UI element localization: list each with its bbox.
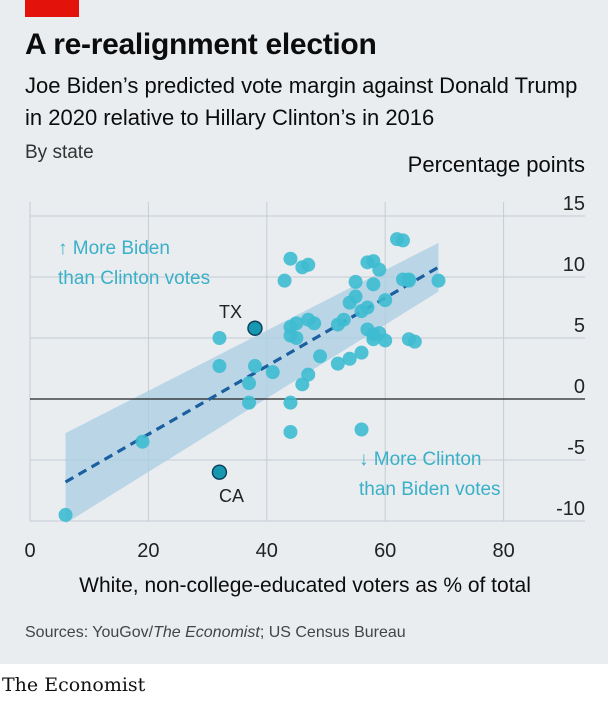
state-point [395, 233, 410, 248]
annotation-more-biden-2: than Clinton votes [58, 268, 210, 289]
state-point [366, 254, 381, 269]
state-point [307, 316, 322, 331]
x-tick-label: 20 [137, 540, 159, 562]
state-point [342, 351, 357, 366]
source-prefix: Sources: YouGov/ [25, 624, 154, 641]
x-tick-label: 60 [374, 540, 396, 562]
state-point [212, 331, 227, 345]
y-tick-label: 5 [574, 315, 585, 337]
state-point [283, 395, 298, 410]
brand-red-tag [25, 0, 79, 17]
y-tick-label: -10 [556, 498, 585, 520]
state-point [330, 356, 345, 371]
state-point [58, 507, 73, 522]
y-tick-label: 10 [563, 254, 585, 276]
source-note: Sources: YouGov/The Economist; US Census… [25, 624, 406, 642]
state-point [283, 251, 298, 266]
state-point [348, 274, 363, 289]
x-tick-label: 0 [24, 540, 35, 562]
annotation-more-clinton: ↓ More Clinton [359, 449, 482, 470]
state-point [242, 376, 257, 391]
y-axis-unit-label: Percentage points [407, 152, 585, 177]
labeled-state-point [247, 320, 263, 336]
y-tick-label: 0 [574, 376, 585, 398]
state-point [265, 365, 280, 380]
state-point [348, 289, 363, 304]
y-tick-label: -5 [567, 437, 585, 459]
annotation-more-biden: ↑ More Biden [58, 238, 170, 259]
source-suffix: ; US Census Bureau [259, 624, 406, 641]
state-point [242, 395, 257, 410]
state-point [360, 300, 375, 315]
state-point [378, 293, 393, 308]
state-point [401, 272, 416, 287]
state-point [378, 333, 393, 348]
annotation-more-clinton-2: than Biden votes [359, 479, 501, 500]
scatter-chart: 15 10 5 0 -5 -10 0 20 40 60 80 ↑ More Biden than Cli… [24, 193, 585, 562]
label-tx: TX [219, 302, 242, 322]
state-point [354, 345, 369, 360]
state-point [366, 332, 381, 347]
state-point [354, 422, 369, 437]
chart-subtitle: Joe Biden’s predicted vote margin agains… [25, 73, 578, 130]
trend-line [64, 265, 440, 484]
state-point [301, 257, 316, 272]
x-tick-label: 80 [492, 540, 514, 562]
state-point [295, 377, 310, 392]
labeled-state-point [211, 464, 228, 480]
y-tick-label: 15 [563, 193, 585, 215]
state-point [366, 277, 381, 292]
state-point [289, 316, 304, 331]
state-point [407, 334, 422, 349]
label-ca: CA [219, 486, 244, 506]
state-point [313, 349, 328, 364]
brand-logo-text: The Economist [2, 674, 146, 696]
state-point [283, 424, 298, 439]
state-point [277, 273, 292, 288]
chart-title: A re-realignment election [25, 28, 377, 61]
state-point [289, 331, 304, 345]
x-tick-label: 40 [256, 540, 278, 562]
x-axis-label: White, non-college-educated voters as % … [79, 574, 531, 597]
by-state-label: By state [25, 142, 94, 163]
state-point [247, 359, 262, 374]
state-point [431, 273, 446, 288]
state-point [212, 359, 227, 374]
state-point [336, 312, 351, 327]
state-point [135, 434, 150, 449]
source-italic: The Economist [153, 624, 260, 641]
